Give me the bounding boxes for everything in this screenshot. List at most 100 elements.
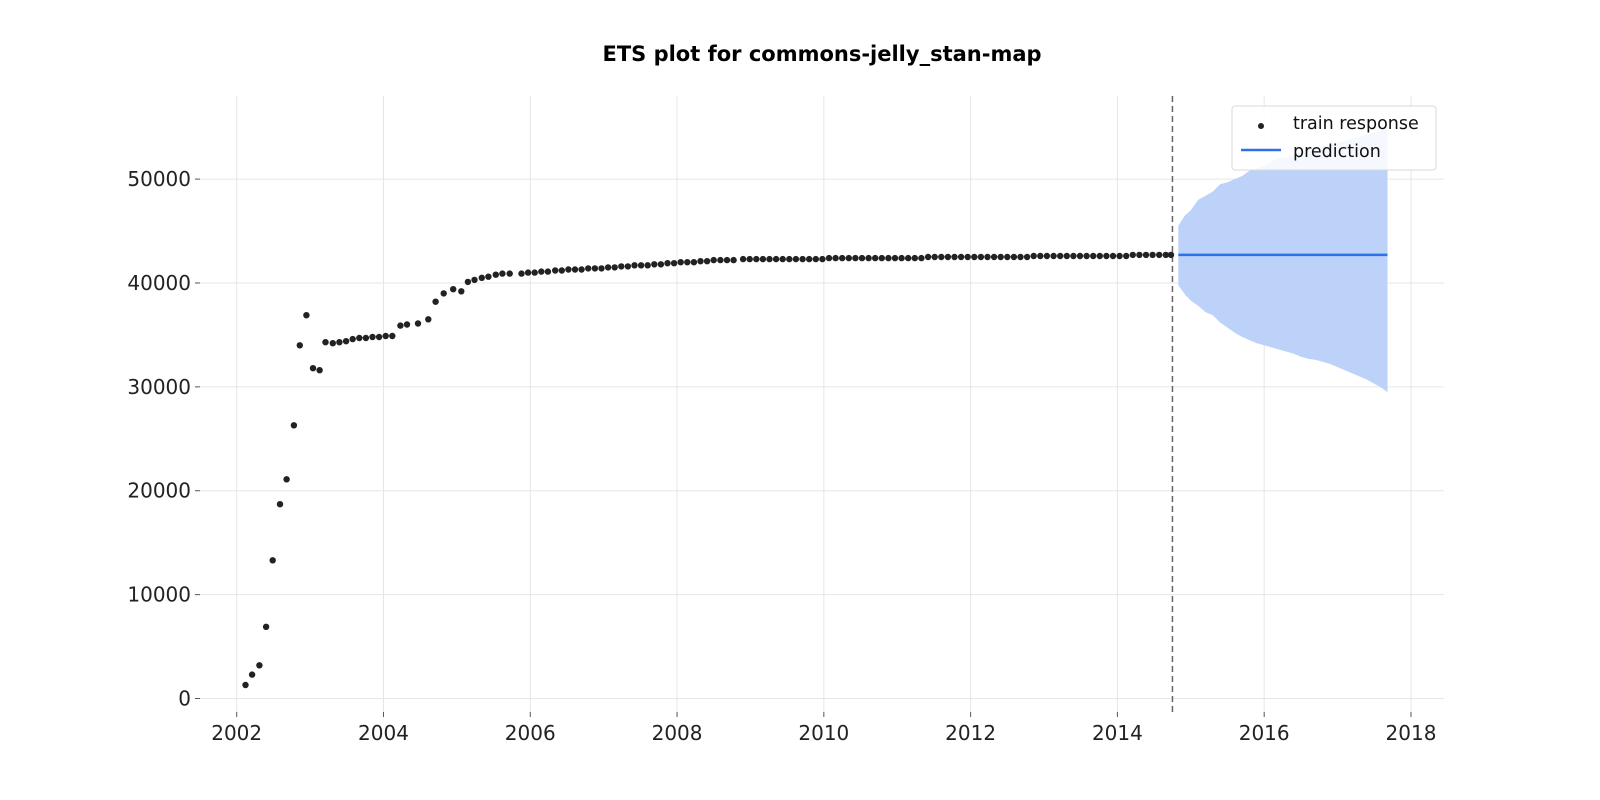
train-point [872, 254, 879, 262]
train-point [664, 260, 671, 267]
y-axis: 0 10000 20000 30000 40000 50000 [127, 167, 200, 710]
x-tick-label: 2004 [358, 721, 409, 745]
train-point [1043, 252, 1051, 260]
train-point [397, 322, 404, 329]
train-point [450, 286, 457, 293]
train-point [703, 258, 711, 265]
train-point [309, 365, 317, 372]
train-point [812, 255, 819, 263]
train-point [1070, 252, 1077, 260]
x-tick-label: 2010 [798, 721, 849, 745]
train-point [1116, 252, 1123, 260]
legend-prediction-label: prediction [1293, 142, 1381, 162]
train-point [964, 253, 971, 261]
train-point [984, 253, 991, 261]
train-point [248, 671, 256, 678]
train-point [1030, 252, 1037, 260]
train-point [723, 256, 731, 264]
train-point [697, 258, 704, 265]
train-point [1123, 252, 1130, 260]
train-point [891, 254, 899, 262]
train-point [772, 255, 780, 263]
train-point [786, 255, 793, 263]
chart-title: ETS plot for commons-jelly_stan-map [602, 42, 1041, 66]
train-point [296, 342, 303, 349]
train-point [957, 253, 965, 261]
train-point [1142, 251, 1150, 259]
train-point [578, 266, 585, 273]
x-tick-label: 2012 [945, 721, 996, 745]
x-axis: 2002 2004 2006 2008 2010 2012 2014 2016 2018 [211, 712, 1436, 745]
train-point [342, 338, 350, 345]
train-point [792, 255, 800, 263]
train-point [269, 557, 276, 564]
train-point [858, 254, 866, 262]
train-point [290, 422, 298, 429]
train-point [911, 254, 918, 262]
train-point [1156, 251, 1163, 259]
train-point [710, 256, 717, 264]
train-point [832, 254, 839, 262]
train-point [256, 662, 263, 669]
x-tick-label: 2014 [1092, 721, 1143, 745]
train-point [458, 288, 465, 295]
train-point [799, 255, 806, 263]
train-point [1023, 253, 1031, 261]
legend: train response prediction [1231, 105, 1437, 171]
train-point [316, 367, 323, 374]
train-point [571, 266, 579, 273]
train-point [329, 340, 336, 347]
train-point [905, 254, 912, 262]
train-point [865, 254, 872, 262]
prediction-interval [1178, 127, 1388, 393]
legend-train-marker [1258, 123, 1264, 129]
train-point [336, 339, 343, 346]
train-point [375, 333, 383, 341]
train-point [739, 255, 747, 263]
y-tick-label: 20000 [127, 479, 191, 503]
x-tick-label: 2006 [505, 721, 556, 745]
train-point [1149, 251, 1156, 259]
train-point [356, 334, 363, 342]
train-point [464, 278, 472, 286]
train-point [585, 265, 592, 272]
train-point [611, 264, 618, 271]
train-point [414, 320, 422, 327]
train-point [684, 259, 691, 266]
train-point [499, 270, 506, 277]
train-point [1090, 252, 1097, 260]
train-point [485, 273, 492, 280]
train-point [918, 254, 925, 262]
train-point [283, 476, 290, 483]
legend-box [1231, 105, 1437, 171]
train-point [878, 254, 885, 262]
train-point [432, 298, 439, 305]
train-point [303, 312, 310, 319]
train-point [951, 253, 958, 261]
train-point [538, 268, 545, 275]
train-point [524, 269, 532, 276]
train-point [931, 253, 938, 261]
train-point [558, 267, 565, 274]
train-point [730, 256, 737, 264]
train-point [839, 254, 846, 262]
train-point [938, 253, 945, 261]
train-point [990, 253, 998, 261]
train-point [637, 262, 645, 269]
train-point [644, 262, 651, 269]
train-point [1063, 252, 1071, 260]
train-point [618, 263, 625, 270]
train-point [492, 271, 499, 278]
train-point [759, 255, 767, 263]
train-point [677, 259, 684, 266]
train-point [591, 265, 599, 272]
train-point [806, 255, 813, 263]
train-point [1050, 252, 1057, 260]
train-point [1096, 252, 1104, 260]
train-point [506, 270, 513, 277]
train-point [944, 253, 952, 261]
x-tick-label: 2002 [211, 721, 262, 745]
train-point [845, 254, 852, 262]
train-point [425, 316, 432, 323]
